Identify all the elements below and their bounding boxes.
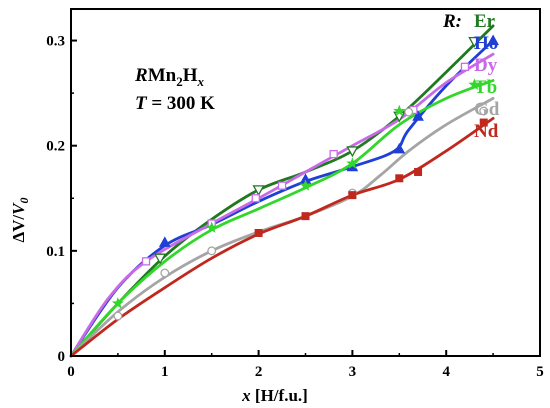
legend-item-dy: Dy	[474, 55, 498, 76]
x-axis-label: x [H/f.u.]	[241, 386, 308, 405]
x-tick-label: 5	[536, 364, 544, 380]
point-tb	[111, 297, 124, 309]
composition-annotation: RMn2Hx T = 300 K	[134, 65, 215, 114]
point-ho	[393, 142, 406, 154]
x-tick-label: 2	[255, 364, 263, 380]
y-axis-label: ΔV/V0	[9, 197, 31, 242]
legend-item-ho: Ho	[474, 33, 498, 54]
point-nd	[395, 174, 404, 183]
point-dy	[460, 62, 470, 71]
point-nd	[479, 118, 488, 127]
curve-dy	[69, 52, 495, 358]
point-dy	[141, 257, 151, 266]
point-er	[252, 185, 265, 197]
temperature-label: T = 300 K	[135, 93, 215, 114]
y-tick-label: 0.2	[46, 139, 65, 155]
x-tick-label: 0	[67, 364, 75, 380]
point-gd	[479, 106, 489, 116]
curve-gd	[69, 96, 495, 358]
point-er	[468, 36, 481, 48]
point-tb	[299, 179, 312, 191]
legend-item-gd: Gd	[474, 99, 500, 120]
point-dy	[329, 149, 338, 159]
legend-item-er: Er	[474, 11, 496, 32]
point-dy	[251, 194, 260, 203]
point-tb	[205, 221, 218, 233]
point-tb	[346, 157, 359, 169]
series-markers	[111, 34, 499, 321]
curve-nd	[69, 116, 495, 358]
point-dy	[277, 181, 287, 190]
point-ho	[158, 236, 171, 247]
x-tick-label: 1	[161, 364, 169, 380]
x-tick-label: 3	[349, 364, 357, 380]
curve-tb	[69, 79, 495, 358]
point-tb	[468, 78, 481, 90]
y-tick-label: 0.1	[46, 244, 65, 260]
point-gd	[113, 311, 123, 321]
point-gd	[404, 107, 414, 117]
point-tb	[393, 104, 406, 117]
point-er	[154, 253, 167, 265]
point-nd	[301, 212, 310, 221]
legend-item-nd: Nd	[474, 121, 499, 142]
y-tick-label: 0.3	[46, 34, 65, 50]
axes: 0 1 2 3 4 5 0 0.1 0.2 0.3	[46, 8, 544, 380]
point-er	[346, 146, 359, 158]
formula-label: RMn2Hx	[134, 65, 204, 89]
point-ho	[487, 34, 499, 46]
point-gd	[207, 246, 217, 256]
legend-title: R:	[442, 11, 462, 32]
point-ho	[412, 110, 424, 121]
legend-item-tb: Tb	[474, 77, 497, 98]
point-nd	[414, 167, 423, 176]
x-tick-label: 4	[442, 364, 450, 380]
point-nd	[348, 191, 357, 200]
y-tick-label: 0	[58, 349, 66, 365]
point-gd	[160, 268, 170, 278]
point-nd	[254, 228, 263, 237]
